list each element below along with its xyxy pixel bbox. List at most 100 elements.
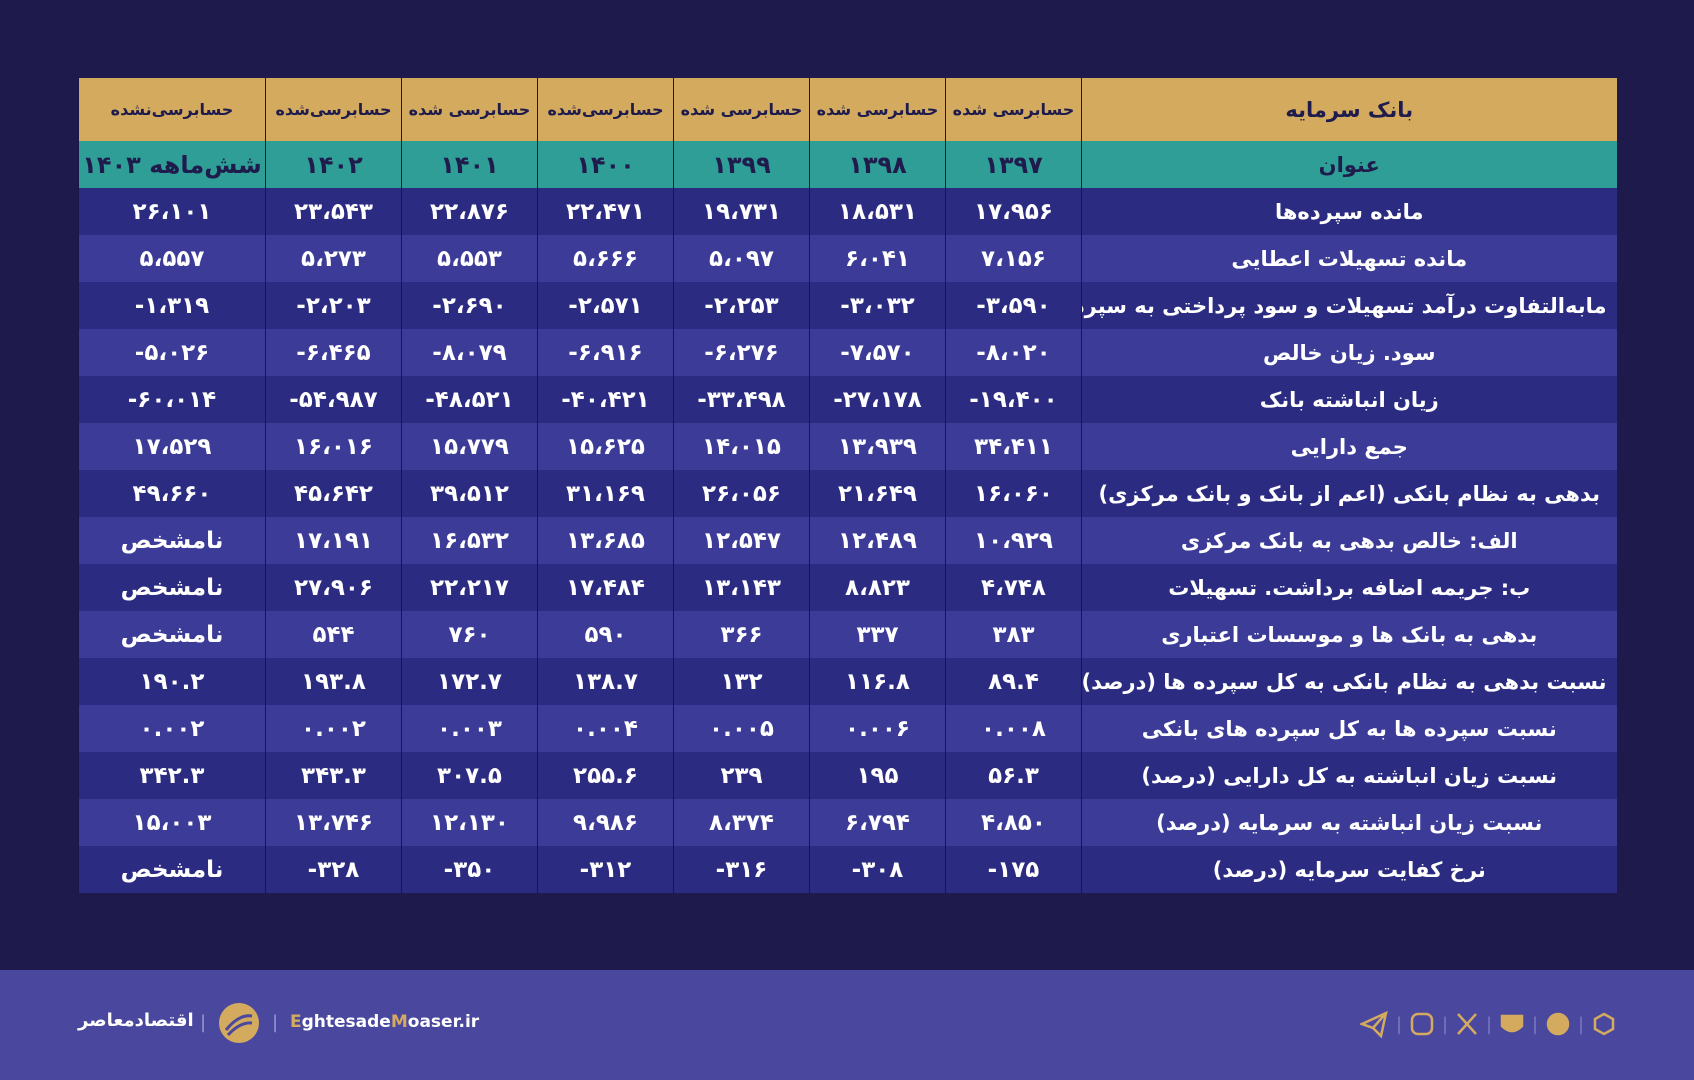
cell: ۲۲،۲۱۷ <box>401 564 538 611</box>
svg-text:|: | <box>1532 1014 1538 1035</box>
cell: ۱۴۰۰ <box>537 141 674 188</box>
row-title: عنوان <box>1081 141 1617 188</box>
cell: -۳۲۸ <box>265 846 402 893</box>
cell: ۱۴،۰۱۵ <box>673 423 810 470</box>
row-title: نسبت بدهی به نظام بانکی به کل سپرده ها (… <box>1081 658 1617 705</box>
data-row: جمع دارایی ۳۴،۴۱۱ ۱۳،۹۳۹ ۱۴،۰۱۵ ۱۵،۶۲۵ ۱۵،۷۷۹… <box>78 423 1617 470</box>
svg-text:|: | <box>1578 1014 1584 1035</box>
cell: ۱۳،۷۴۶ <box>265 799 402 846</box>
cell: ۱۷،۹۵۶ <box>945 188 1082 235</box>
cell: ۳۴۳.۳ <box>265 752 402 799</box>
cell: -۳،۰۳۲ <box>809 282 946 329</box>
data-row: بدهی به بانک ها و موسسات اعتباری ۳۸۳ ۳۳۷ ۳۶… <box>78 611 1617 658</box>
cell: ۹،۹۸۶ <box>537 799 674 846</box>
cell: -۸،۰۷۹ <box>401 329 538 376</box>
row-title: جمع دارایی <box>1081 423 1617 470</box>
cell: -۳۰۸ <box>809 846 946 893</box>
cell: -۶،۹۱۶ <box>537 329 674 376</box>
cell: ۱۳۲ <box>673 658 810 705</box>
cell: ۱۲،۱۳۰ <box>401 799 538 846</box>
data-row: ب: جریمه اضافه برداشت. تسهیلات ۴،۷۴۸ ۸،۸۲۳… <box>78 564 1617 611</box>
cell: ۱۴۰۱ <box>401 141 538 188</box>
cell: ۰.۰۰۵ <box>673 705 810 752</box>
cell: ۶،۰۴۱ <box>809 235 946 282</box>
cell: -۵،۰۲۶ <box>78 329 266 376</box>
data-row: نسبت زیان انباشته به کل دارایی (درصد) ۵۶.… <box>78 752 1617 799</box>
cell: ۸،۸۲۳ <box>809 564 946 611</box>
site-part: oaser.ir <box>407 1012 480 1032</box>
data-row: نسبت بدهی به نظام بانکی به کل سپرده ها (… <box>78 658 1617 705</box>
cell: ۴،۸۵۰ <box>945 799 1082 846</box>
data-table: بانک سرمایه حسابرسی شده حسابرسی شده حسابرسی… <box>78 78 1617 893</box>
cell: ۰.۰۰۲ <box>78 705 266 752</box>
site-part: ghtesade <box>301 1012 391 1032</box>
cell: حسابرسی‌شده <box>537 78 674 141</box>
site-part: M <box>390 1012 408 1032</box>
cell: ۵،۰۹۷ <box>673 235 810 282</box>
eitaa-icon[interactable] <box>1546 1012 1570 1036</box>
cell: ۳۱،۱۶۹ <box>537 470 674 517</box>
cell: ۵۶.۳ <box>945 752 1082 799</box>
cell: ۱۳،۹۳۹ <box>809 423 946 470</box>
data-row: مانده تسهیلات اعطایی ۷،۱۵۶ ۶،۰۴۱ ۵،۰۹۷ ۵،۶۶۶… <box>78 235 1617 282</box>
row-title: نسبت زیان انباشته به کل دارایی (درصد) <box>1081 752 1617 799</box>
header-row: بانک سرمایه حسابرسی شده حسابرسی شده حسابرسی… <box>78 78 1617 141</box>
row-title: نسبت زیان انباشته به سرمایه (درصد) <box>1081 799 1617 846</box>
cell: حسابرسی‌نشده <box>78 78 266 141</box>
hex-icon[interactable] <box>1593 1012 1615 1036</box>
cell: شش‌ماهه ۱۴۰۳ <box>78 141 266 188</box>
cell: ۱۶،۵۳۲ <box>401 517 538 564</box>
cell: ۳۸۳ <box>945 611 1082 658</box>
social-icons: | | | | | <box>1360 1010 1615 1039</box>
cell: ۱۹۵ <box>809 752 946 799</box>
row-title: مانده سپرده‌ها <box>1081 188 1617 235</box>
cell: ۱۱۶.۸ <box>809 658 946 705</box>
cell: ۱۴۰۲ <box>265 141 402 188</box>
row-title: مابه‌التفاوت درآمد تسهیلات و سود پرداختی… <box>1081 282 1617 329</box>
cell: -۳،۵۹۰ <box>945 282 1082 329</box>
cell: ۲۲،۸۷۶ <box>401 188 538 235</box>
cell: ۱۵،۷۷۹ <box>401 423 538 470</box>
cell: ۷،۱۵۶ <box>945 235 1082 282</box>
cell: -۸،۰۲۰ <box>945 329 1082 376</box>
cell: ۱۸،۵۳۱ <box>809 188 946 235</box>
data-row: مانده سپرده‌ها ۱۷،۹۵۶ ۱۸،۵۳۱ ۱۹،۷۳۱ ۲۲،۴۷۱ ۲۲… <box>78 188 1617 235</box>
cell: -۱،۳۱۹ <box>78 282 266 329</box>
cell: ۰.۰۰۴ <box>537 705 674 752</box>
telegram-icon[interactable] <box>1360 1010 1388 1039</box>
instagram-icon[interactable] <box>1410 1012 1434 1036</box>
shield-icon[interactable] <box>1500 1014 1524 1033</box>
cell: -۷،۵۷۰ <box>809 329 946 376</box>
row-title: نرخ کفایت سرمایه (درصد) <box>1081 846 1617 893</box>
row-title: سود. زیان خالص <box>1081 329 1617 376</box>
cell: -۶،۴۶۵ <box>265 329 402 376</box>
x-icon[interactable] <box>1457 1013 1477 1035</box>
cell: ۸۹.۴ <box>945 658 1082 705</box>
row-title: بدهی به بانک ها و موسسات اعتباری <box>1081 611 1617 658</box>
cell: ۳۰۷.۵ <box>401 752 538 799</box>
data-row: نرخ کفایت سرمایه (درصد) -۱۷۵ -۳۰۸ -۳۱۶ -۳۱۲-… <box>78 846 1617 893</box>
cell: ۴۹،۶۶۰ <box>78 470 266 517</box>
cell: حسابرسی‌شده <box>265 78 402 141</box>
cell: ۱۷،۵۲۹ <box>78 423 266 470</box>
svg-text:|: | <box>1396 1014 1402 1035</box>
cell: ۱۲،۴۸۹ <box>809 517 946 564</box>
cell: حسابرسی شده <box>401 78 538 141</box>
cell: ۲۵۵.۶ <box>537 752 674 799</box>
cell: ۱۶،۰۱۶ <box>265 423 402 470</box>
cell: -۲،۲۵۳ <box>673 282 810 329</box>
site-url[interactable]: EghtesadeMoaser.ir <box>290 1012 479 1032</box>
cell: ۵،۶۶۶ <box>537 235 674 282</box>
cell: ۱۵،۰۰۳ <box>78 799 266 846</box>
cell: نامشخص <box>78 517 266 564</box>
svg-text:|: | <box>1486 1014 1492 1035</box>
cell: حسابرسی شده <box>945 78 1082 141</box>
row-title: زیان انباشته بانک <box>1081 376 1617 423</box>
cell: ۲۲،۴۷۱ <box>537 188 674 235</box>
cell: -۳۳،۴۹۸ <box>673 376 810 423</box>
cell: حسابرسی شده <box>673 78 810 141</box>
cell: ۳۶۶ <box>673 611 810 658</box>
logo <box>219 1003 259 1043</box>
data-row: الف: خالص بدهی به بانک مرکزی ۱۰،۹۲۹ ۱۲،۴۸۹… <box>78 517 1617 564</box>
